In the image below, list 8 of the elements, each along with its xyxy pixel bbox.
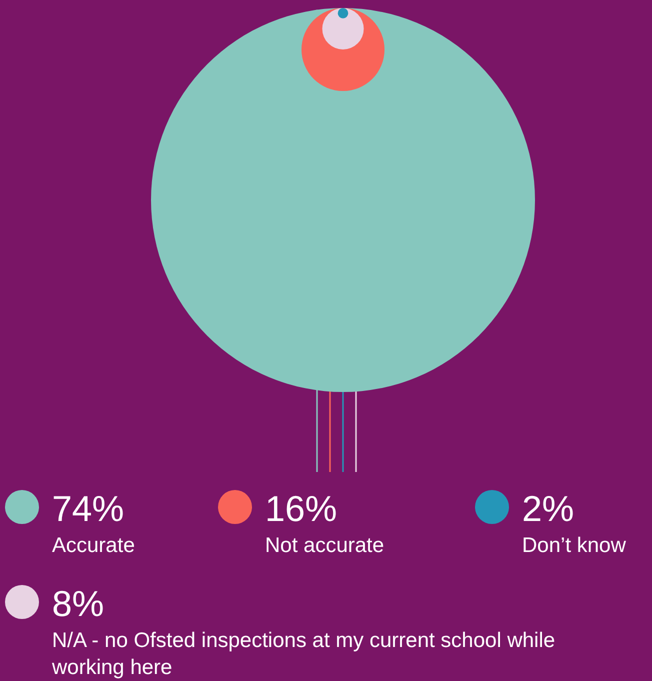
category-label: Accurate bbox=[52, 534, 135, 557]
data-label: 74% bbox=[52, 488, 124, 529]
category-label: N/A - no Ofsted inspections at my current school while working here bbox=[51, 629, 556, 679]
data-label: 16% bbox=[265, 488, 338, 529]
data-label: 8% bbox=[52, 583, 104, 624]
data-label: 2% bbox=[522, 488, 574, 529]
category-label: Don’t know bbox=[522, 534, 627, 557]
category-label: Not accurate bbox=[265, 534, 384, 557]
